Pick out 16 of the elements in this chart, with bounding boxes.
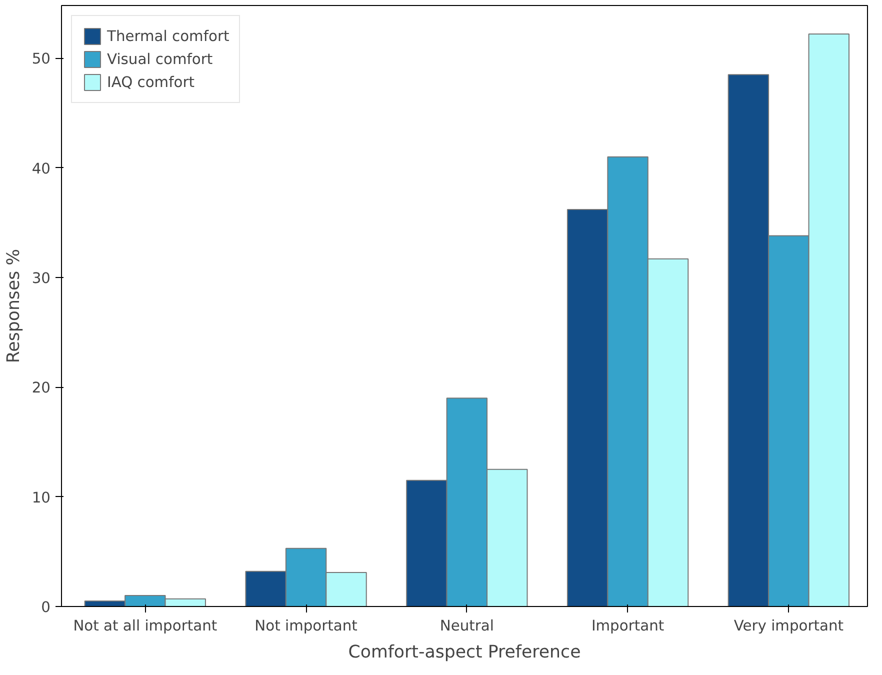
y-tick-label: 10 — [32, 489, 51, 506]
legend-label: IAQ comfort — [107, 74, 194, 90]
y-tick-label: 40 — [32, 160, 51, 178]
x-tick-label: Very important — [734, 618, 844, 634]
x-tick-label: Not important — [254, 618, 358, 634]
x-axis-title: Comfort-aspect Preference — [348, 642, 581, 662]
legend-label: Visual comfort — [107, 50, 213, 68]
y-tick-label: 20 — [32, 380, 51, 397]
y-tick-label: 30 — [32, 270, 51, 287]
y-axis-title: Responses % — [4, 248, 24, 364]
y-tick-label: 0 — [41, 599, 51, 616]
x-tick-label: Neutral — [440, 618, 494, 634]
x-tick-label: Not at all important — [73, 618, 218, 634]
legend-label: Thermal comfort — [107, 28, 230, 44]
y-tick-label: 50 — [32, 50, 51, 68]
x-tick-label: Important — [591, 618, 664, 634]
